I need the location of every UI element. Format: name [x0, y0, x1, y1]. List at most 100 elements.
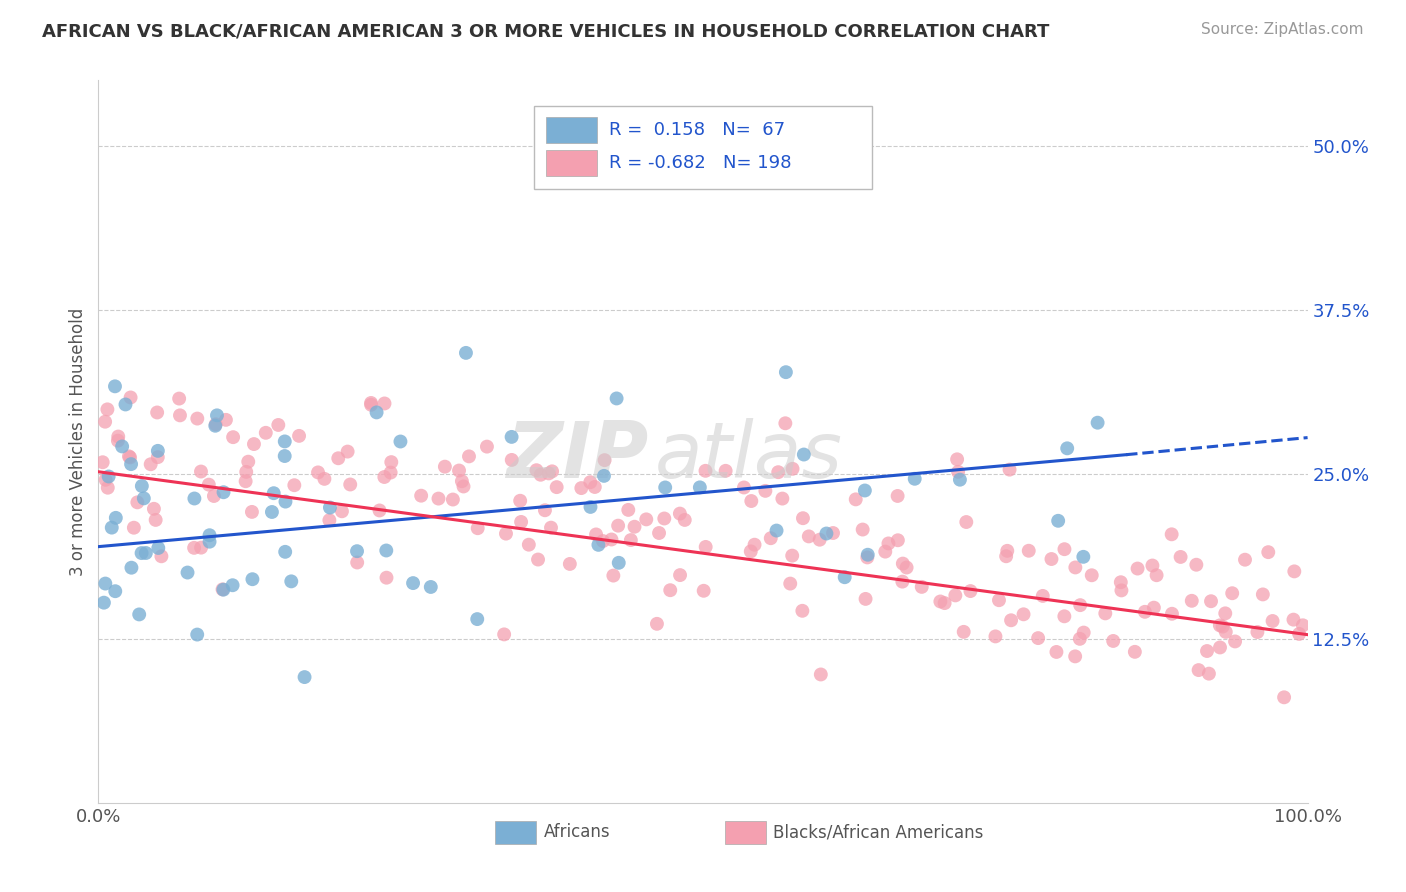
Point	[673, 513, 696, 527]
Point	[588, 538, 610, 552]
Point	[540, 521, 562, 535]
Point	[579, 500, 602, 514]
Point	[373, 396, 395, 410]
Point	[768, 465, 790, 479]
Point	[235, 465, 257, 479]
Point	[1288, 627, 1310, 641]
Text: R =  0.158   N=  67: R = 0.158 N= 67	[609, 121, 785, 139]
Point	[652, 511, 675, 525]
Point	[1142, 558, 1164, 573]
FancyBboxPatch shape	[724, 821, 766, 844]
Point	[433, 459, 456, 474]
Point	[534, 503, 557, 517]
Point	[1257, 545, 1279, 559]
Point	[94, 415, 117, 429]
Point	[617, 503, 640, 517]
Point	[104, 511, 127, 525]
Point	[955, 515, 977, 529]
Point	[107, 429, 129, 443]
Point	[238, 455, 260, 469]
Point	[204, 418, 226, 433]
Point	[1284, 565, 1306, 579]
Text: AFRICAN VS BLACK/AFRICAN AMERICAN 3 OR MORE VEHICLES IN HOUSEHOLD CORRELATION CH: AFRICAN VS BLACK/AFRICAN AMERICAN 3 OR M…	[42, 22, 1049, 40]
Point	[1209, 618, 1232, 632]
Point	[318, 513, 340, 527]
Point	[494, 627, 516, 641]
Point	[131, 479, 153, 493]
Point	[132, 491, 155, 506]
Point	[1272, 690, 1295, 705]
Point	[654, 480, 676, 494]
Point	[467, 521, 489, 535]
Point	[517, 538, 540, 552]
Point	[283, 478, 305, 492]
Point	[1185, 558, 1208, 572]
Point	[1161, 607, 1184, 621]
Point	[1123, 645, 1146, 659]
Point	[441, 492, 464, 507]
Point	[1064, 649, 1087, 664]
Point	[952, 624, 974, 639]
Point	[1053, 609, 1076, 624]
Point	[659, 583, 682, 598]
Point	[240, 505, 263, 519]
Text: ZIP: ZIP	[506, 418, 648, 494]
Point	[792, 604, 814, 618]
Text: Source: ZipAtlas.com: Source: ZipAtlas.com	[1201, 22, 1364, 37]
Point	[1170, 549, 1192, 564]
Point	[569, 481, 592, 495]
Point	[212, 485, 235, 500]
Point	[744, 538, 766, 552]
Point	[453, 479, 475, 493]
Point	[360, 398, 382, 412]
Point	[1102, 634, 1125, 648]
Point	[368, 503, 391, 517]
Point	[267, 417, 290, 432]
Point	[242, 572, 264, 586]
Point	[998, 462, 1021, 476]
Point	[959, 584, 981, 599]
Point	[620, 533, 643, 547]
Point	[111, 439, 134, 453]
Point	[145, 513, 167, 527]
Point	[114, 397, 136, 411]
Point	[260, 505, 283, 519]
Point	[183, 541, 205, 555]
FancyBboxPatch shape	[534, 105, 872, 189]
Point	[198, 477, 221, 491]
Point	[146, 443, 169, 458]
Point	[733, 480, 755, 494]
Point	[875, 544, 897, 558]
Point	[845, 492, 868, 507]
Point	[190, 465, 212, 479]
Point	[946, 452, 969, 467]
Point	[328, 451, 350, 466]
Point	[852, 523, 875, 537]
Point	[97, 469, 120, 483]
Point	[288, 429, 311, 443]
Point	[1018, 543, 1040, 558]
Point	[419, 580, 441, 594]
Point	[314, 472, 336, 486]
Point	[451, 474, 474, 488]
Point	[202, 489, 225, 503]
Point	[375, 543, 398, 558]
Point	[645, 616, 668, 631]
Point	[995, 549, 1018, 564]
Point	[793, 448, 815, 462]
Point	[427, 491, 450, 506]
Point	[107, 434, 129, 448]
Point	[856, 548, 879, 562]
Point	[118, 450, 141, 464]
Point	[458, 450, 481, 464]
Point	[1195, 644, 1218, 658]
Point	[780, 549, 803, 563]
Point	[1045, 645, 1067, 659]
Point	[669, 568, 692, 582]
Point	[1213, 607, 1236, 621]
Point	[94, 576, 117, 591]
Point	[135, 546, 157, 560]
Point	[176, 566, 198, 580]
Point	[1087, 416, 1109, 430]
Point	[475, 440, 498, 454]
